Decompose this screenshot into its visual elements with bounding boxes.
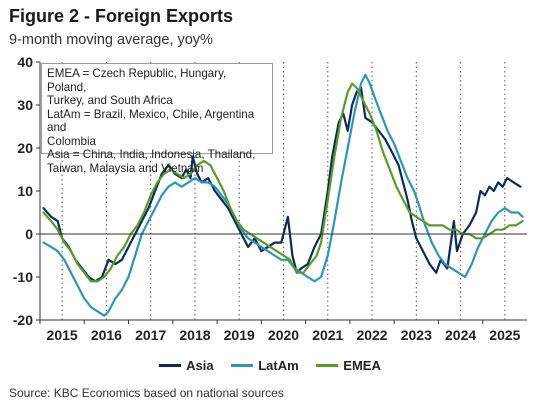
x-tick-label: 2017 xyxy=(135,327,166,343)
note-line: Asia = China, India, Indonesia, Thailand… xyxy=(47,148,256,161)
series-layer xyxy=(42,73,524,317)
x-tick-label: 2020 xyxy=(268,327,299,343)
x-tick-label: 2015 xyxy=(47,327,78,343)
series-definition-note: EMEA = Czech Republic, Hungary, Poland, … xyxy=(41,63,273,175)
y-tick-label: 10 xyxy=(17,183,33,199)
x-tick-label: 2019 xyxy=(224,327,255,343)
y-tick-label: 40 xyxy=(17,54,33,70)
chart-subtitle: 9-month moving average, yoy% xyxy=(9,32,213,48)
legend-label-emea: EMEA xyxy=(343,358,381,373)
legend-item-emea: EMEA xyxy=(316,358,381,373)
legend-label-asia: Asia xyxy=(186,358,214,373)
legend-swatch-emea xyxy=(316,364,339,367)
legend-swatch-latam xyxy=(231,364,254,367)
y-tick-label: -20 xyxy=(13,312,33,328)
x-tick-label: 2024 xyxy=(445,327,476,343)
chart-legend: Asia LatAm EMEA xyxy=(0,355,540,373)
y-tick-label: 30 xyxy=(17,97,33,113)
x-tick-label: 2025 xyxy=(489,327,520,343)
note-line: Colombia xyxy=(47,134,96,148)
y-tick-label: -10 xyxy=(13,269,33,285)
note-line: Taiwan, Malaysia and Vietnam xyxy=(47,161,204,175)
note-line: LatAm = Brazil, Mexico, Chile, Argentina… xyxy=(47,107,255,135)
legend-item-asia: Asia xyxy=(159,358,214,373)
y-tick-label: 20 xyxy=(17,140,33,156)
x-tick-label: 2021 xyxy=(312,327,343,343)
legend-label-latam: LatAm xyxy=(258,358,299,373)
x-tick-label: 2022 xyxy=(356,327,387,343)
note-line: EMEA = Czech Republic, Hungary, Poland, xyxy=(47,67,227,94)
chart-title: Figure 2 - Foreign Exports xyxy=(9,6,234,26)
series-line-latam xyxy=(42,73,524,317)
note-line: Turkey, and South Africa xyxy=(47,94,173,107)
series-line-emea xyxy=(42,82,524,283)
x-tick-label: 2023 xyxy=(401,327,432,343)
y-tick-label: 0 xyxy=(25,226,33,242)
axis-layer: -20 -10 0 10 20 30 40 2015 2016 2017 2018 2019 2020 2… xyxy=(13,54,527,343)
x-tick-label: 2018 xyxy=(179,327,210,343)
legend-swatch-asia xyxy=(159,364,182,367)
x-tick-label: 2016 xyxy=(91,327,122,343)
source-note: Source: KBC Economics based on national … xyxy=(9,386,284,400)
legend-item-latam: LatAm xyxy=(231,358,299,373)
